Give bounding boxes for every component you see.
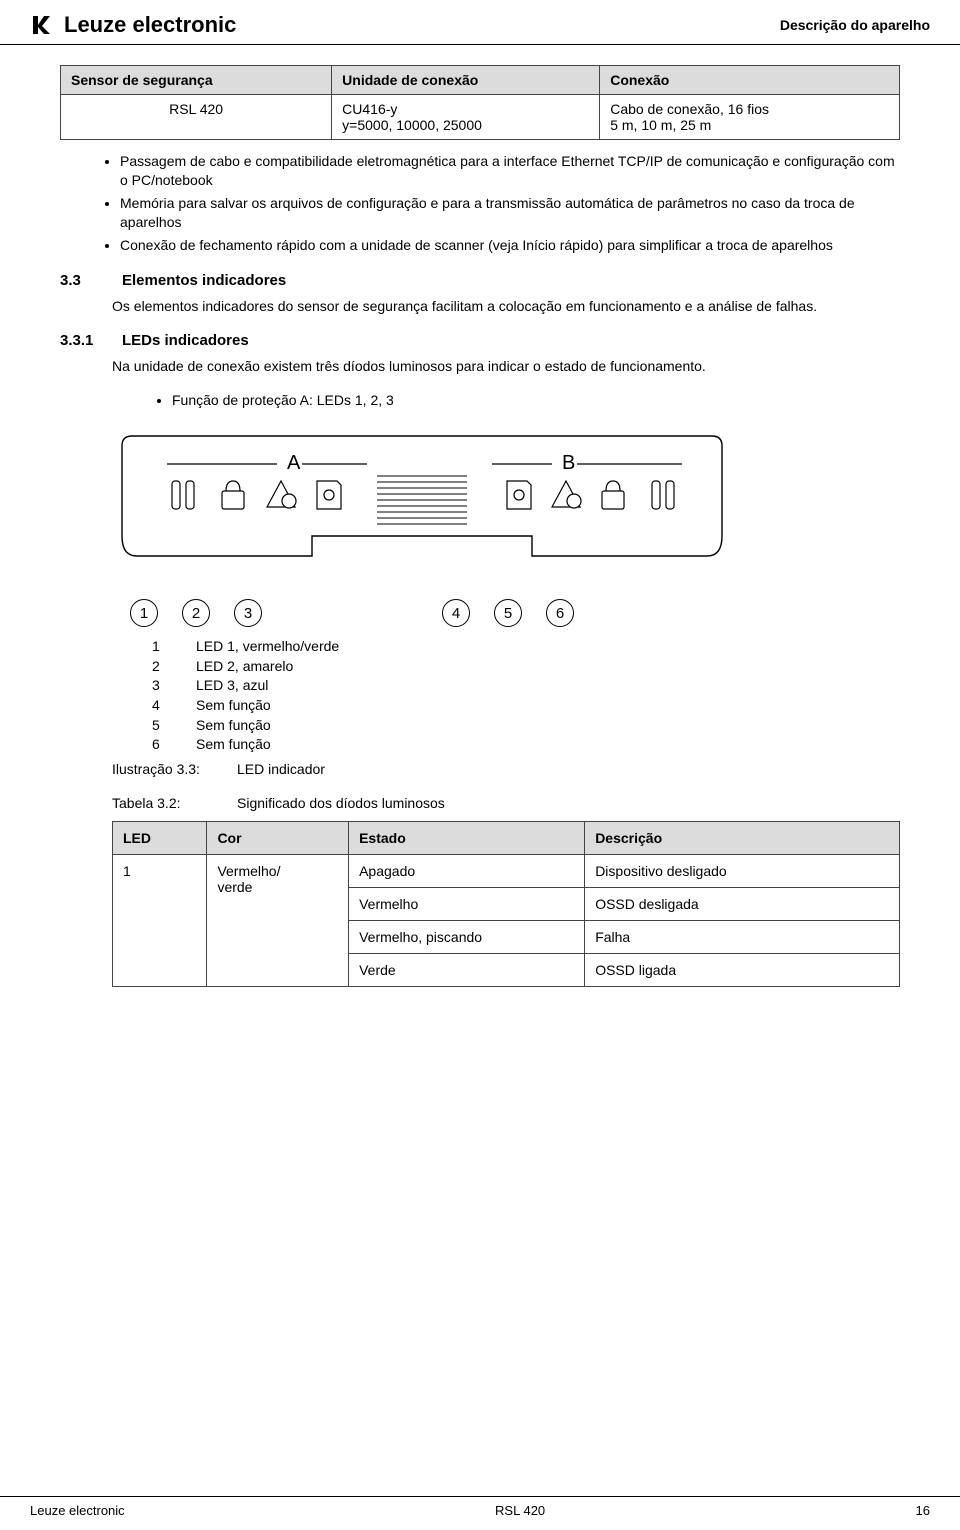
- led-th-1: Cor: [207, 821, 349, 854]
- list-item: Conexão de fechamento rápido com a unida…: [120, 236, 900, 255]
- list-item: 6Sem função: [152, 735, 900, 755]
- callout-4: 4: [442, 599, 470, 627]
- callout-6: 6: [546, 599, 574, 627]
- footer-center: RSL 420: [495, 1503, 545, 1518]
- section-title: LEDs indicadores: [122, 332, 249, 349]
- figure-title: LED indicador: [237, 761, 325, 777]
- footer-page-number: 16: [916, 1503, 930, 1518]
- section-body: Na unidade de conexão existem três díodo…: [112, 357, 900, 376]
- function-bullet-list: Função de proteção A: LEDs 1, 2, 3: [112, 392, 900, 408]
- figure-caption: Ilustração 3.3: LED indicador: [112, 761, 900, 777]
- feature-bullets: Passagem de cabo e compatibilidade eletr…: [60, 152, 900, 254]
- led-cell-estado: Verde: [349, 953, 585, 986]
- list-item: 3LED 3, azul: [152, 676, 900, 696]
- diagram-label-b: B: [562, 452, 575, 474]
- led-cell-desc: OSSD desligada: [585, 887, 900, 920]
- spec-cell-0: RSL 420: [61, 95, 332, 140]
- led-table: LED Cor Estado Descrição 1 Vermelho/ ver…: [112, 821, 900, 987]
- table-title: Significado dos díodos luminosos: [237, 795, 445, 811]
- table-caption: Tabela 3.2: Significado dos díodos lumin…: [112, 795, 900, 811]
- list-item: Passagem de cabo e compatibilidade eletr…: [120, 152, 900, 190]
- spec-th-2: Conexão: [600, 66, 900, 95]
- figure-label: Ilustração 3.3:: [112, 761, 227, 777]
- spec-th-0: Sensor de segurança: [61, 66, 332, 95]
- brand-text: Leuze electronic: [64, 12, 236, 38]
- spec-table: Sensor de segurança Unidade de conexão C…: [60, 65, 900, 140]
- leuze-icon: [30, 14, 56, 36]
- led-cell-estado: Vermelho, piscando: [349, 920, 585, 953]
- led-th-2: Estado: [349, 821, 585, 854]
- led-cell-estado: Vermelho: [349, 887, 585, 920]
- table-row: RSL 420 CU416-y y=5000, 10000, 25000 Cab…: [61, 95, 900, 140]
- section-body: Os elementos indicadores do sensor de se…: [112, 297, 900, 316]
- list-item: Função de proteção A: LEDs 1, 2, 3: [172, 392, 900, 408]
- led-cell-desc: Dispositivo desligado: [585, 854, 900, 887]
- list-item: 1LED 1, vermelho/verde: [152, 637, 900, 657]
- led-cell-desc: Falha: [585, 920, 900, 953]
- section-number: 3.3.1: [60, 332, 100, 349]
- diagram-legend: 1LED 1, vermelho/verde 2LED 2, amarelo 3…: [152, 637, 900, 755]
- section-number: 3.3: [60, 272, 100, 289]
- callout-3: 3: [234, 599, 262, 627]
- spec-cell-2: Cabo de conexão, 16 fios 5 m, 10 m, 25 m: [600, 95, 900, 140]
- callout-row: 1 2 3 4 5 6: [130, 599, 900, 627]
- led-th-3: Descrição: [585, 821, 900, 854]
- list-item: 2LED 2, amarelo: [152, 657, 900, 677]
- list-item: 5Sem função: [152, 716, 900, 736]
- led-th-0: LED: [113, 821, 207, 854]
- led-cell-num: 1: [113, 854, 207, 986]
- led-diagram: A: [112, 426, 900, 777]
- led-cell-color: Vermelho/ verde: [207, 854, 349, 986]
- page-footer: Leuze electronic RSL 420 16: [0, 1496, 960, 1530]
- list-item: Memória para salvar os arquivos de confi…: [120, 194, 900, 232]
- diagram-label-a: A: [287, 452, 301, 474]
- section-title: Elementos indicadores: [122, 272, 286, 289]
- led-cell-estado: Apagado: [349, 854, 585, 887]
- table-row: 1 Vermelho/ verde Apagado Dispositivo de…: [113, 854, 900, 887]
- page-header: Leuze electronic Descrição do aparelho: [0, 0, 960, 45]
- spec-cell-1: CU416-y y=5000, 10000, 25000: [332, 95, 600, 140]
- header-section-title: Descrição do aparelho: [780, 17, 930, 33]
- spec-th-1: Unidade de conexão: [332, 66, 600, 95]
- led-cell-desc: OSSD ligada: [585, 953, 900, 986]
- footer-left: Leuze electronic: [30, 1503, 125, 1518]
- callout-2: 2: [182, 599, 210, 627]
- table-label: Tabela 3.2:: [112, 795, 227, 811]
- callout-5: 5: [494, 599, 522, 627]
- list-item: 4Sem função: [152, 696, 900, 716]
- brand-logo: Leuze electronic: [30, 12, 236, 38]
- callout-1: 1: [130, 599, 158, 627]
